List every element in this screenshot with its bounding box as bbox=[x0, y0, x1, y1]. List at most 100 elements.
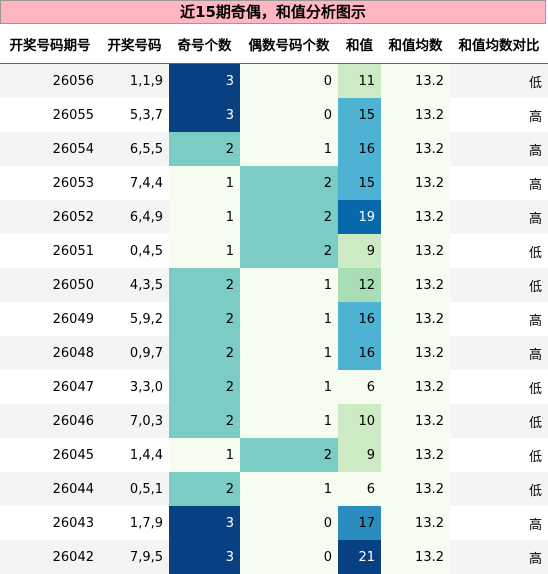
cell-even-count: 1 bbox=[240, 132, 338, 166]
cell-issue: 26044 bbox=[0, 472, 100, 506]
cell-numbers: 4,3,5 bbox=[100, 268, 169, 302]
cell-numbers: 7,4,4 bbox=[100, 166, 169, 200]
cell-odd-count: 1 bbox=[169, 234, 240, 268]
header-sum-compare[interactable]: 和值均数对比 bbox=[450, 25, 548, 64]
cell-even-count: 0 bbox=[240, 506, 338, 540]
cell-sum: 17 bbox=[338, 506, 381, 540]
cell-issue: 26050 bbox=[0, 268, 100, 302]
cell-odd-count: 3 bbox=[169, 540, 240, 574]
cell-sum-compare: 低 bbox=[450, 268, 548, 302]
cell-sum: 6 bbox=[338, 472, 381, 506]
cell-sum-average: 13.2 bbox=[381, 438, 450, 472]
cell-sum: 15 bbox=[338, 98, 381, 132]
cell-odd-count: 1 bbox=[169, 200, 240, 234]
cell-issue: 26056 bbox=[0, 64, 100, 99]
table-header: 开奖号码期号 开奖号码 奇号个数 偶数号码个数 和值 和值均数 和值均数对比 bbox=[0, 25, 548, 64]
cell-sum-average: 13.2 bbox=[381, 302, 450, 336]
cell-issue: 26049 bbox=[0, 302, 100, 336]
cell-sum-compare: 高 bbox=[450, 540, 548, 574]
cell-sum-average: 13.2 bbox=[381, 472, 450, 506]
header-sum-average[interactable]: 和值均数 bbox=[381, 25, 450, 64]
cell-sum-average: 13.2 bbox=[381, 336, 450, 370]
cell-odd-count: 3 bbox=[169, 506, 240, 540]
cell-sum-compare: 高 bbox=[450, 506, 548, 540]
lottery-analysis-table: 开奖号码期号 开奖号码 奇号个数 偶数号码个数 和值 和值均数 和值均数对比 2… bbox=[0, 25, 548, 574]
cell-issue: 26054 bbox=[0, 132, 100, 166]
cell-numbers: 7,0,3 bbox=[100, 404, 169, 438]
header-issue[interactable]: 开奖号码期号 bbox=[0, 25, 100, 64]
cell-sum-compare: 低 bbox=[450, 64, 548, 99]
cell-sum-compare: 低 bbox=[450, 234, 548, 268]
cell-odd-count: 2 bbox=[169, 302, 240, 336]
cell-issue: 26055 bbox=[0, 98, 100, 132]
cell-sum-compare: 高 bbox=[450, 302, 548, 336]
cell-numbers: 0,9,7 bbox=[100, 336, 169, 370]
cell-odd-count: 2 bbox=[169, 404, 240, 438]
cell-even-count: 2 bbox=[240, 166, 338, 200]
header-odd-count[interactable]: 奇号个数 bbox=[169, 25, 240, 64]
cell-odd-count: 2 bbox=[169, 472, 240, 506]
header-sum[interactable]: 和值 bbox=[338, 25, 381, 64]
cell-sum-average: 13.2 bbox=[381, 234, 450, 268]
header-even-count[interactable]: 偶数号码个数 bbox=[240, 25, 338, 64]
cell-numbers: 6,5,5 bbox=[100, 132, 169, 166]
cell-sum: 11 bbox=[338, 64, 381, 99]
table-title: 近15期奇偶，和值分析图示 bbox=[0, 0, 546, 24]
cell-sum: 9 bbox=[338, 234, 381, 268]
cell-sum-average: 13.2 bbox=[381, 268, 450, 302]
cell-odd-count: 2 bbox=[169, 132, 240, 166]
cell-issue: 26052 bbox=[0, 200, 100, 234]
cell-sum-average: 13.2 bbox=[381, 506, 450, 540]
cell-sum-average: 13.2 bbox=[381, 200, 450, 234]
cell-numbers: 0,5,1 bbox=[100, 472, 169, 506]
cell-odd-count: 3 bbox=[169, 98, 240, 132]
header-numbers[interactable]: 开奖号码 bbox=[100, 25, 169, 64]
cell-sum-compare: 高 bbox=[450, 200, 548, 234]
cell-even-count: 1 bbox=[240, 336, 338, 370]
cell-sum: 21 bbox=[338, 540, 381, 574]
cell-numbers: 6,4,9 bbox=[100, 200, 169, 234]
cell-issue: 26043 bbox=[0, 506, 100, 540]
cell-sum: 16 bbox=[338, 336, 381, 370]
cell-numbers: 1,7,9 bbox=[100, 506, 169, 540]
cell-even-count: 1 bbox=[240, 472, 338, 506]
cell-even-count: 1 bbox=[240, 268, 338, 302]
cell-sum: 12 bbox=[338, 268, 381, 302]
cell-sum: 16 bbox=[338, 302, 381, 336]
cell-sum-average: 13.2 bbox=[381, 98, 450, 132]
cell-numbers: 0,4,5 bbox=[100, 234, 169, 268]
cell-numbers: 7,9,5 bbox=[100, 540, 169, 574]
cell-sum-compare: 高 bbox=[450, 98, 548, 132]
cell-numbers: 5,3,7 bbox=[100, 98, 169, 132]
cell-sum-average: 13.2 bbox=[381, 166, 450, 200]
cell-sum: 9 bbox=[338, 438, 381, 472]
cell-sum: 16 bbox=[338, 132, 381, 166]
cell-numbers: 3,3,0 bbox=[100, 370, 169, 404]
cell-sum-compare: 高 bbox=[450, 132, 548, 166]
cell-even-count: 1 bbox=[240, 302, 338, 336]
cell-numbers: 5,9,2 bbox=[100, 302, 169, 336]
cell-sum-average: 13.2 bbox=[381, 132, 450, 166]
cell-even-count: 2 bbox=[240, 234, 338, 268]
cell-sum-compare: 低 bbox=[450, 472, 548, 506]
cell-odd-count: 2 bbox=[169, 336, 240, 370]
cell-odd-count: 2 bbox=[169, 370, 240, 404]
cell-sum-compare: 高 bbox=[450, 336, 548, 370]
cell-issue: 26042 bbox=[0, 540, 100, 574]
cell-even-count: 1 bbox=[240, 370, 338, 404]
cell-numbers: 1,1,9 bbox=[100, 64, 169, 99]
cell-sum-compare: 低 bbox=[450, 438, 548, 472]
cell-even-count: 2 bbox=[240, 438, 338, 472]
cell-sum-compare: 低 bbox=[450, 404, 548, 438]
cell-even-count: 0 bbox=[240, 540, 338, 574]
